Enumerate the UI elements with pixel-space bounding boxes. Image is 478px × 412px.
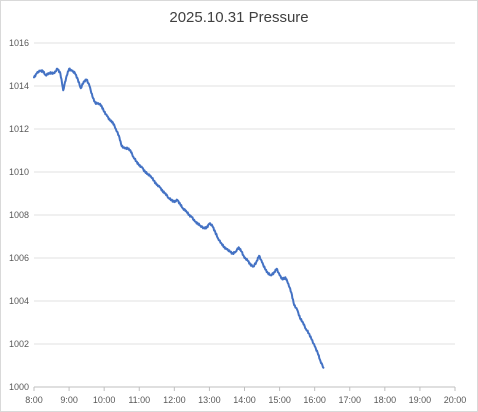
- y-tick-label-1000: 1000: [9, 382, 29, 392]
- x-tick-labels: 8:00 9:00 10:00 11:00 12:00 13:00 14:00 15:00 16…: [25, 395, 466, 405]
- series-line-0: [33, 67, 325, 369]
- y-tick-label-1010: 1010: [9, 167, 29, 177]
- x-tick-label-18:00: 18:00: [374, 395, 397, 405]
- grid-lines: [33, 42, 456, 391]
- series-group: [33, 67, 325, 369]
- y-tick-label-1004: 1004: [9, 296, 29, 306]
- x-tick-label-13:00: 13:00: [198, 395, 221, 405]
- y-tick-label-1006: 1006: [9, 253, 29, 263]
- y-tick-label-1008: 1008: [9, 210, 29, 220]
- y-tick-label-1002: 1002: [9, 339, 29, 349]
- y-tick-labels: 1000 1002 1004 1006 1008 1010 1012 1014 1016: [9, 38, 29, 392]
- x-tick-label-12:00: 12:00: [163, 395, 186, 405]
- y-tick-label-1012: 1012: [9, 124, 29, 134]
- x-tick-label-11:00: 11:00: [128, 395, 150, 405]
- y-tick-label-1014: 1014: [9, 81, 29, 91]
- x-tick-label-10:00: 10:00: [93, 395, 116, 405]
- y-tick-label-1016: 1016: [9, 38, 29, 48]
- chart-title: 2025.10.31 Pressure: [169, 9, 309, 26]
- x-tick-label-8:00: 8:00: [25, 395, 43, 405]
- x-tick-label-15:00: 15:00: [268, 395, 291, 405]
- x-tick-label-9:00: 9:00: [60, 395, 78, 405]
- x-tick-label-19:00: 19:00: [409, 395, 432, 405]
- x-tick-label-20:00: 20:00: [444, 395, 467, 405]
- x-tick-label-14:00: 14:00: [233, 395, 256, 405]
- x-tick-label-17:00: 17:00: [338, 395, 361, 405]
- x-tick-label-16:00: 16:00: [303, 395, 326, 405]
